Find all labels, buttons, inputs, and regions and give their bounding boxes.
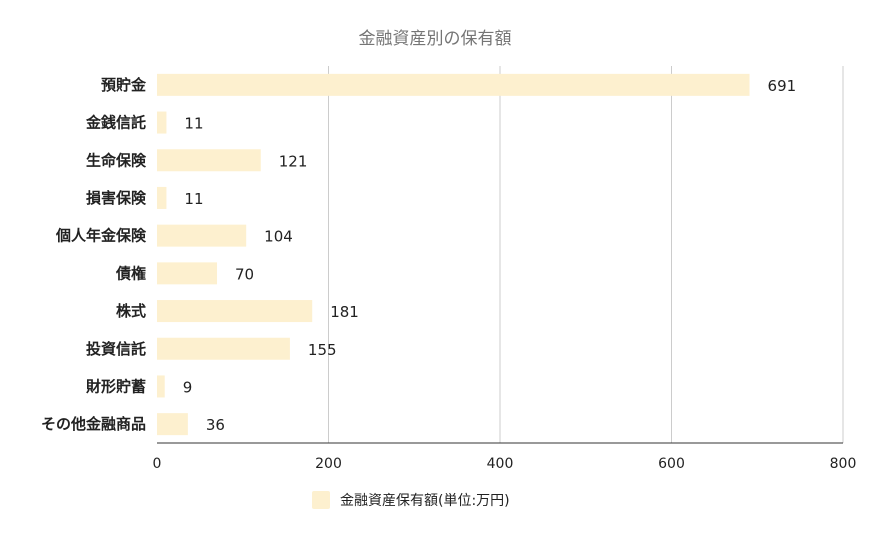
category-label: 生命保険: [86, 151, 147, 169]
category-label: 個人年金保険: [55, 227, 147, 245]
category-label: 投資信託: [86, 340, 146, 358]
x-tick-label: 800: [830, 456, 857, 472]
x-tick-label: 0: [153, 456, 162, 472]
data-labels: 691 11 121 11 104 70 181 155 9 36: [183, 77, 796, 434]
bar: [157, 300, 313, 323]
data-label: 11: [184, 190, 203, 208]
bars: [157, 73, 750, 436]
data-label: 11: [184, 115, 203, 133]
x-tick-label: 400: [487, 456, 514, 472]
data-label: 691: [768, 77, 797, 95]
bar: [157, 375, 165, 398]
x-tick-label: 600: [658, 456, 685, 472]
data-label: 181: [330, 303, 359, 321]
bar: [157, 149, 261, 172]
legend: 金融資産保有額(単位:万円): [312, 491, 510, 509]
category-label: 債権: [115, 264, 146, 282]
category-label: 金銭信託: [85, 114, 146, 132]
x-tick-label: 200: [315, 456, 342, 472]
x-axis-ticks: 0 200 400 600 800: [153, 456, 857, 472]
bar: [157, 413, 188, 436]
bar: [157, 73, 750, 96]
category-label: 預貯金: [101, 76, 147, 94]
category-label: 財形貯蓄: [85, 377, 146, 395]
chart-title: 金融資産別の保有額: [359, 29, 512, 49]
data-label: 104: [264, 228, 293, 246]
bar: [157, 337, 290, 360]
data-label: 9: [183, 378, 193, 396]
category-label: 株式: [116, 302, 146, 320]
legend-swatch: [312, 491, 330, 509]
data-label: 70: [235, 265, 254, 283]
bar: [157, 111, 167, 134]
category-label: 損害保険: [86, 189, 147, 207]
data-label: 36: [206, 416, 225, 434]
category-label: その他金融商品: [41, 415, 146, 433]
bar: [157, 262, 218, 285]
bar: [157, 224, 247, 247]
data-label: 121: [279, 152, 308, 170]
data-label: 155: [308, 341, 337, 359]
gridlines: [328, 66, 844, 443]
bar: [157, 186, 167, 209]
legend-label: 金融資産保有額(単位:万円): [340, 493, 510, 509]
